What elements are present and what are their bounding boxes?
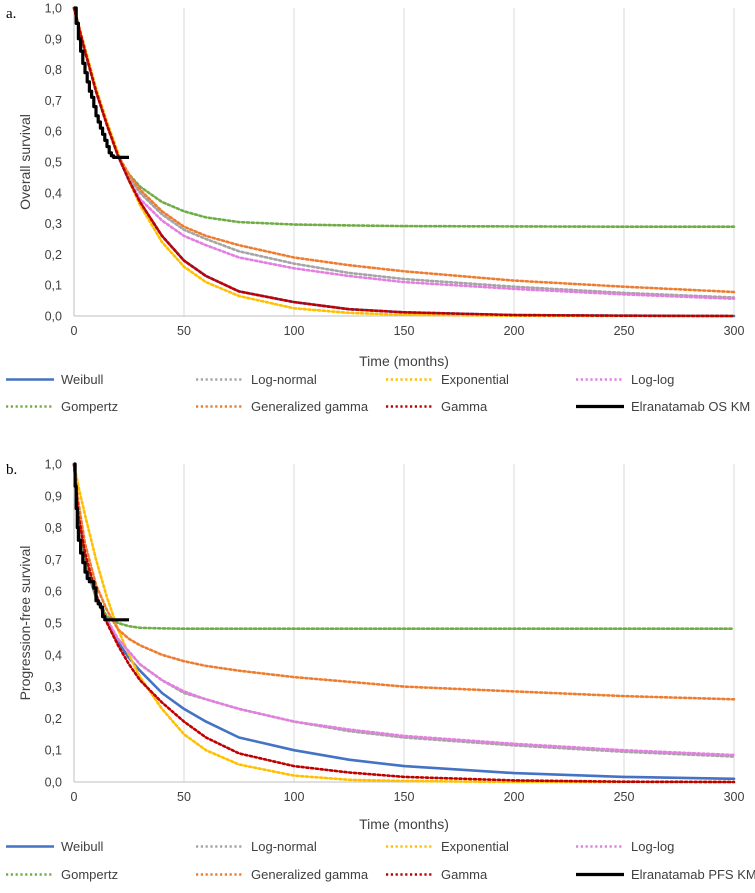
legend-label: Gamma xyxy=(441,399,488,414)
legend-label: Log-normal xyxy=(251,839,317,854)
y-tick-label: 0,4 xyxy=(45,648,62,662)
x-tick-label: 300 xyxy=(724,324,745,338)
chart-panel-a: 0 50 100 150 200 250 300 0,0 0,1 0,2 0,3 0,4 0,5 0,6 0… xyxy=(6,2,750,414)
panel-label: a. xyxy=(6,6,16,22)
y-tick-label: 0,3 xyxy=(45,680,62,694)
legend-item: Gompertz xyxy=(6,867,118,882)
y-tick-label: 0,2 xyxy=(45,712,62,726)
x-tick-label: 150 xyxy=(394,324,415,338)
x-tick-label: 50 xyxy=(177,324,191,338)
y-tick-label: 0,1 xyxy=(45,279,62,293)
y-tick-label: 0,7 xyxy=(45,553,62,567)
chart-panel-b: 0 50 100 150 200 250 300 0,0 0,1 0,2 0,3 0,4 0,5 0,6 0… xyxy=(6,458,755,882)
x-tick-label: 200 xyxy=(504,324,525,338)
x-tick-label: 100 xyxy=(284,790,305,804)
x-tick-label: 100 xyxy=(284,324,305,338)
legend-item: Weibull xyxy=(6,372,104,387)
legend-item: Log-normal xyxy=(196,839,317,854)
y-tick-label: 0,8 xyxy=(45,63,62,77)
legend-label: Log-log xyxy=(631,372,674,387)
legend: Weibull Log-normal Exponential Log-log Gompe… xyxy=(6,372,750,414)
legend-label: Gompertz xyxy=(61,399,118,414)
y-tick-label: 0,1 xyxy=(45,744,62,758)
y-tick-label: 0,5 xyxy=(45,156,62,170)
x-axis-title: Time (months) xyxy=(359,353,449,369)
y-tick-label: 0,3 xyxy=(45,217,62,231)
y-tick-label: 0,0 xyxy=(45,310,62,324)
legend-item: Gompertz xyxy=(6,399,118,414)
x-tick-label: 0 xyxy=(71,790,78,804)
legend-label: Generalized gamma xyxy=(251,867,369,882)
y-tick-label: 0,2 xyxy=(45,248,62,262)
y-tick-label: 0,5 xyxy=(45,617,62,631)
series-line-gamma xyxy=(72,6,736,318)
x-axis-title: Time (months) xyxy=(359,816,449,832)
legend-item: Gamma xyxy=(386,867,488,882)
legend-label: Gompertz xyxy=(61,867,118,882)
legend-item: Weibull xyxy=(6,839,104,854)
x-tick-label: 50 xyxy=(177,790,191,804)
y-tick-label: 0,6 xyxy=(45,585,62,599)
legend-item: Generalized gamma xyxy=(196,867,369,882)
legend-label: Weibull xyxy=(61,372,104,387)
legend-label: Log-normal xyxy=(251,372,317,387)
legend-item: Generalized gamma xyxy=(196,399,369,414)
legend-item: Exponential xyxy=(386,839,509,854)
x-tick-label: 200 xyxy=(504,790,525,804)
x-tick-label: 250 xyxy=(614,790,635,804)
legend-label: Generalized gamma xyxy=(251,399,369,414)
x-tick-label: 150 xyxy=(394,790,415,804)
y-axis-title: Progression-free survival xyxy=(17,546,33,701)
series-line-generalized-gamma xyxy=(72,462,736,701)
legend-label: Exponential xyxy=(441,839,509,854)
y-tick-label: 1,0 xyxy=(45,2,62,16)
y-tick-label: 0,7 xyxy=(45,94,62,108)
legend-item: Exponential xyxy=(386,372,509,387)
legend-item: Elranatamab OS KM xyxy=(576,399,750,414)
legend-item: Log-log xyxy=(576,372,674,387)
y-tick-label: 0,6 xyxy=(45,125,62,139)
legend-label: Gamma xyxy=(441,867,488,882)
y-axis-title: Overall survival xyxy=(17,114,33,210)
legend-label: Log-log xyxy=(631,839,674,854)
legend-label: Elranatamab OS KM xyxy=(631,399,750,414)
x-tick-label: 300 xyxy=(724,790,745,804)
series-line-exponential xyxy=(72,462,736,784)
legend-item: Gamma xyxy=(386,399,488,414)
series-line-elranatamab-os-km xyxy=(74,6,129,159)
y-tick-label: 0,9 xyxy=(45,489,62,503)
legend: Weibull Log-normal Exponential Log-log Gompe… xyxy=(6,839,755,882)
x-tick-label: 250 xyxy=(614,324,635,338)
x-tick-label: 0 xyxy=(71,324,78,338)
legend-label: Weibull xyxy=(61,839,104,854)
y-tick-label: 0,0 xyxy=(45,776,62,790)
legend-item: Log-normal xyxy=(196,372,317,387)
y-tick-label: 1,0 xyxy=(45,458,62,472)
y-tick-label: 0,8 xyxy=(45,521,62,535)
legend-label: Elranatamab PFS KM xyxy=(631,867,755,882)
legend-label: Exponential xyxy=(441,372,509,387)
legend-item: Elranatamab PFS KM xyxy=(576,867,755,882)
panel-label: b. xyxy=(6,462,17,478)
y-tick-label: 0,9 xyxy=(45,32,62,46)
y-tick-label: 0,4 xyxy=(45,186,62,200)
legend-item: Log-log xyxy=(576,839,674,854)
series-line-elranatamab-pfs-km xyxy=(73,462,129,622)
